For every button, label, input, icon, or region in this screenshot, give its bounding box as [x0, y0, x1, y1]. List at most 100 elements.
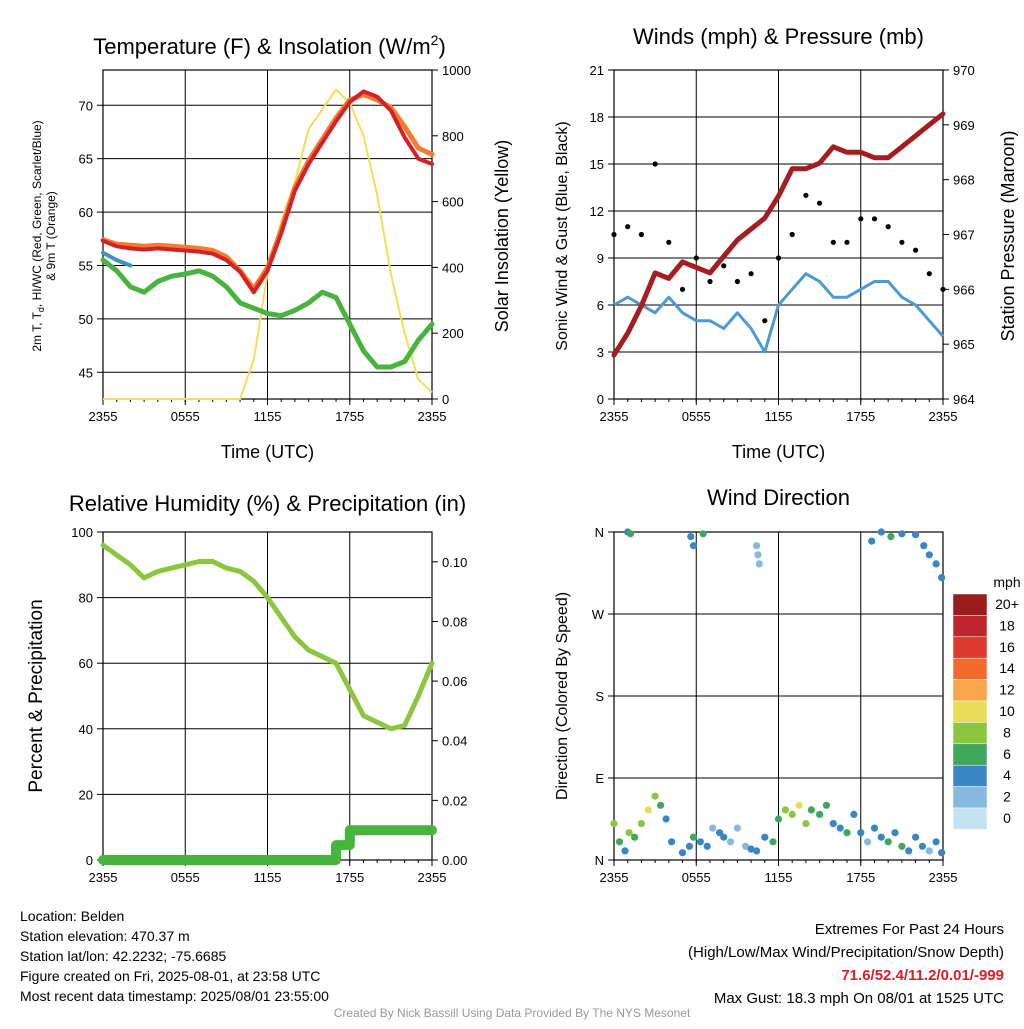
dewpoint-line [100, 257, 435, 370]
wind-direction-point [898, 530, 906, 538]
temperature-ytick-right-label: 0 [442, 392, 449, 407]
winds-ytick-label: 12 [590, 204, 604, 219]
speed-legend-swatch [952, 593, 988, 616]
extremes-title: Extremes For Past 24 Hours [814, 921, 1004, 938]
gust-point [844, 239, 850, 245]
extremes-info: Extremes For Past 24 Hours (High/Low/Max… [688, 918, 1004, 1010]
wind-direction-point [932, 838, 940, 846]
wind-direction-point [696, 838, 705, 846]
temperature-xtick-label: 2355 [89, 409, 118, 424]
temperature-xtick-label: 1755 [335, 409, 364, 424]
temperature-ytick-right-label: 600 [442, 195, 464, 210]
direction-ytick-label: N [595, 525, 604, 540]
humidity-ytick-label: 0 [86, 853, 93, 868]
temperature-title: Temperature (F) & Insolation (W/m2) [93, 32, 446, 59]
station-info: Location: Belden Station elevation: 470.… [20, 906, 329, 1006]
wind-direction-point [829, 820, 837, 828]
extremes-values: 71.6/52.4/11.2/0.01/-999 [841, 967, 1004, 984]
wind-direction-point [625, 829, 633, 837]
wind-direction-point [912, 833, 920, 841]
speed-legend-swatch [952, 636, 988, 659]
gust-point [652, 161, 658, 167]
winds-ylabel: Sonic Wind & Gust (Blue, Black) [554, 121, 571, 350]
temperature-ylabel-part2: , HI/WC (Red, Green, Scarlet/Blue) [30, 120, 44, 307]
gust-point [679, 286, 686, 292]
wind-direction-point [774, 815, 783, 823]
gust-point [625, 224, 631, 230]
winds-ytick-right-label: 970 [953, 63, 975, 78]
winds-ytick-right-label: 968 [953, 173, 975, 188]
wind-direction-point [864, 838, 872, 846]
winds-ytick-right-label: 969 [953, 118, 975, 133]
wind-direction-point [887, 533, 895, 541]
wind-direction-point [925, 551, 933, 559]
gust-point [926, 271, 932, 277]
wind-direction-point [610, 820, 618, 828]
humidity-xtick-label: 2355 [89, 870, 118, 885]
speed-legend-label: 8 [1003, 724, 1011, 740]
wind-direction-point [644, 806, 652, 814]
temperature-ylabel-sub: d [36, 307, 46, 312]
direction-xtick-label: 2355 [600, 870, 629, 885]
direction-ytick-label: E [595, 771, 604, 786]
temperature-ytick-right-label: 1000 [442, 63, 471, 78]
wind-direction-point [795, 801, 803, 809]
winds-ytick-right-label: 967 [953, 228, 975, 243]
humidity-ylabel: Percent & Precipitation [26, 599, 47, 792]
gust-point [899, 239, 905, 245]
wind-direction-point [938, 849, 946, 857]
humidity-ytick-right-label: 0.00 [442, 853, 467, 868]
winds-xtick-label: 1755 [846, 409, 875, 424]
speed-legend-swatch [952, 764, 988, 787]
direction-xtick-label: 1755 [846, 870, 875, 885]
gust-point [748, 271, 754, 277]
wind-direction-point [615, 838, 624, 846]
gust-point [871, 216, 878, 222]
temperature-ytick-label: 70 [79, 98, 93, 113]
winds-xtick-label: 1155 [765, 409, 793, 424]
gust-point [611, 231, 617, 238]
wind-direction-point [703, 842, 711, 850]
speed-legend-swatch [952, 786, 988, 809]
temperature-ytick-label: 45 [79, 365, 93, 380]
wind-direction-point [905, 847, 913, 855]
wind-direction-point [884, 838, 892, 846]
speed-legend-swatch [952, 807, 988, 830]
temperature-xlabel: Time (UTC) [221, 442, 314, 462]
wind-direction-point [651, 792, 659, 800]
gust-point [830, 239, 836, 245]
humidity-xtick-label: 2355 [418, 870, 447, 885]
wind-direction-point [850, 810, 858, 819]
wind-direction-point [753, 542, 761, 550]
station-pressure-line [611, 111, 946, 358]
wind-direction-point [870, 824, 879, 832]
temperature-ytick-right-label: 800 [442, 129, 464, 144]
wind-direction-point [709, 824, 717, 832]
winds-ytick-right-label: 964 [953, 392, 975, 407]
temperature-ylabel-right: Solar Insolation (Yellow) [492, 140, 512, 332]
wind-direction-point [626, 530, 635, 538]
wind-direction-point [755, 560, 763, 568]
wind-direction-point [836, 824, 844, 832]
speed-legend-swatch [952, 615, 988, 638]
gust-point [789, 231, 795, 238]
gust-point [721, 263, 727, 269]
gust-point [858, 216, 864, 222]
temperature-xtick-label: 2355 [418, 409, 447, 424]
humidity-xtick-label: 1155 [254, 870, 282, 885]
gust-point [707, 278, 713, 285]
speed-legend-swatch [952, 679, 988, 702]
gust-point [762, 318, 768, 324]
direction-ylabel: Direction (Colored By Speed) [554, 592, 571, 800]
wind-direction-point [662, 815, 670, 823]
speed-legend-swatch [952, 743, 988, 766]
wind-direction-point [769, 838, 777, 846]
direction-panel: 2355 0555 1155 1755 2355 N E S W N Wind Direction D… [554, 485, 1021, 885]
wind-direction-point [891, 829, 899, 837]
speed-legend-swatch [952, 657, 988, 680]
wind-direction-point [668, 838, 676, 846]
wind-direction-point [685, 842, 694, 850]
wind-direction-point [726, 838, 735, 846]
gust-point [775, 255, 782, 261]
